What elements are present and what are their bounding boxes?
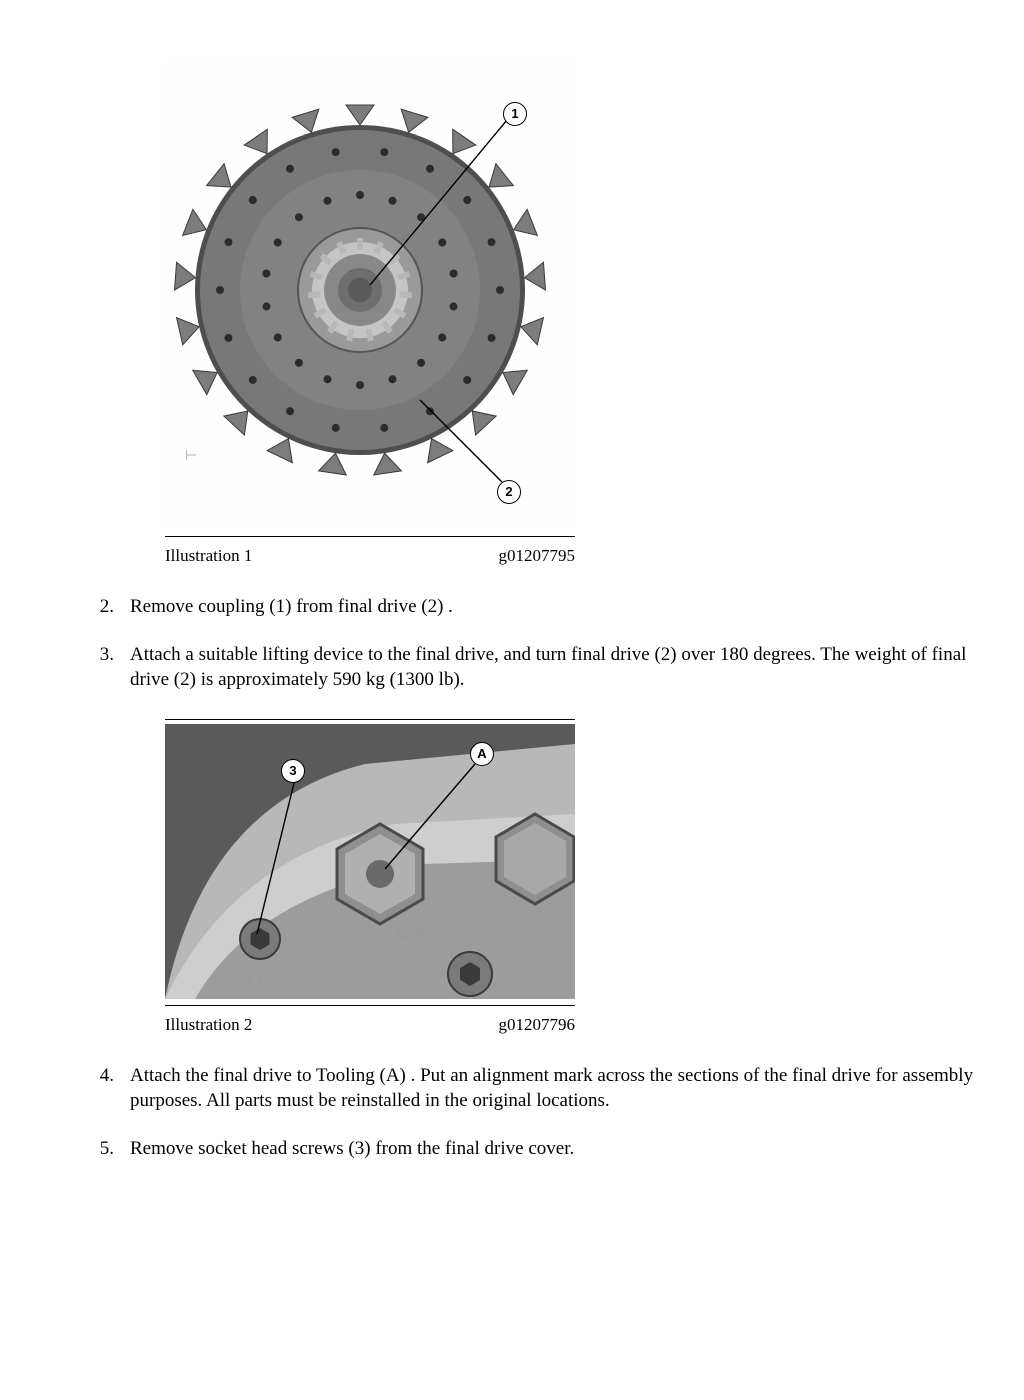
figure-2: CAT CAT 3 A Illustration 2 g01207796 bbox=[165, 719, 575, 1037]
instruction-list-b: 4. Attach the final drive to Tooling (A)… bbox=[60, 1063, 974, 1162]
callout-3-label: 3 bbox=[289, 762, 296, 780]
step-3: 3. Attach a suitable lifting device to t… bbox=[60, 642, 974, 693]
figure-2-caption-left: Illustration 2 bbox=[165, 1014, 252, 1037]
callout-1-label: 1 bbox=[511, 105, 518, 123]
figure-1-caption-left: Illustration 1 bbox=[165, 545, 252, 568]
figure-1-caption: Illustration 1 g01207795 bbox=[165, 541, 575, 568]
svg-text:CAT: CAT bbox=[220, 968, 269, 995]
figure-1-caption-right: g01207795 bbox=[499, 545, 576, 568]
callout-A-label: A bbox=[477, 745, 486, 763]
step-5-number: 5. bbox=[60, 1136, 130, 1162]
callout-1: 1 bbox=[503, 102, 527, 126]
figure-2-caption-right: g01207796 bbox=[499, 1014, 576, 1037]
callout-3: 3 bbox=[281, 759, 305, 783]
instruction-list-a: 2. Remove coupling (1) from final drive … bbox=[60, 594, 974, 693]
sprocket-illustration: ⊢ bbox=[165, 60, 575, 530]
svg-text:⊢: ⊢ bbox=[185, 447, 197, 463]
figure-1: ⊢ 1 2 Illustration 1 g01207795 bbox=[165, 60, 575, 568]
step-2-number: 2. bbox=[60, 594, 130, 620]
step-5-text: Remove socket head screws (3) from the f… bbox=[130, 1136, 974, 1162]
step-2: 2. Remove coupling (1) from final drive … bbox=[60, 594, 974, 620]
step-3-text: Attach a suitable lifting device to the … bbox=[130, 642, 974, 693]
step-5: 5. Remove socket head screws (3) from th… bbox=[60, 1136, 974, 1162]
step-2-text: Remove coupling (1) from final drive (2)… bbox=[130, 594, 974, 620]
figure-2-image: CAT CAT 3 A bbox=[165, 724, 575, 999]
figure-2-caption: Illustration 2 g01207796 bbox=[165, 1010, 575, 1037]
step-4: 4. Attach the final drive to Tooling (A)… bbox=[60, 1063, 974, 1114]
figure-1-rule bbox=[165, 536, 575, 537]
svg-text:CAT: CAT bbox=[395, 919, 439, 944]
step-3-number: 3. bbox=[60, 642, 130, 668]
callout-2-label: 2 bbox=[505, 483, 512, 501]
figure-2-rule bbox=[165, 1005, 575, 1006]
figure-1-image: ⊢ 1 2 bbox=[165, 60, 575, 530]
step-4-text: Attach the final drive to Tooling (A) . … bbox=[130, 1063, 974, 1114]
cover-illustration: CAT CAT bbox=[165, 724, 575, 999]
callout-2: 2 bbox=[497, 480, 521, 504]
callout-A: A bbox=[470, 742, 494, 766]
figure-2-top-rule bbox=[165, 719, 575, 720]
step-4-number: 4. bbox=[60, 1063, 130, 1089]
